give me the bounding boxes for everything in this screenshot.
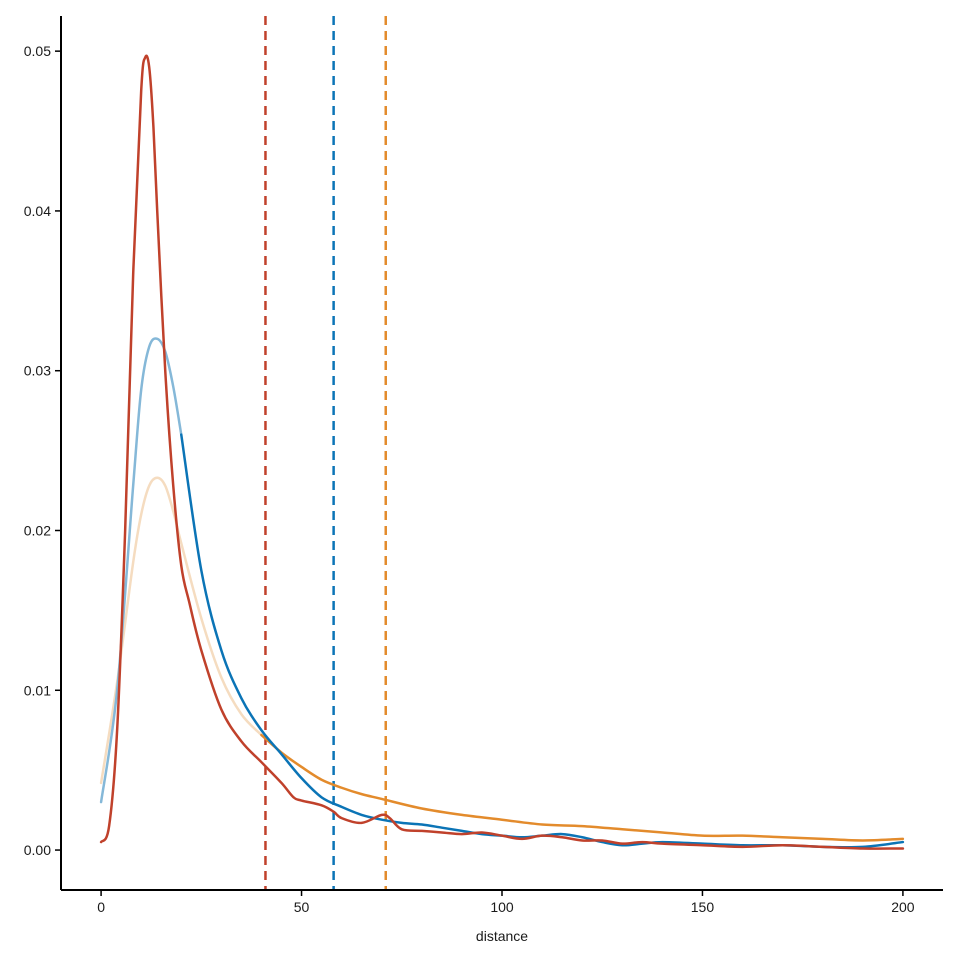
density-curve: [180, 433, 905, 849]
y-tick-label: 0.00: [24, 842, 51, 858]
x-tick-label: 50: [294, 899, 310, 915]
x-tick-label: 100: [490, 899, 514, 915]
series-lines: [99, 54, 905, 850]
density-curve: [99, 337, 183, 804]
density-curve: [260, 733, 905, 842]
y-tick-label: 0.03: [24, 363, 51, 379]
x-axis-title: distance: [476, 928, 528, 944]
reference-lines: [264, 16, 387, 890]
density-curve: [99, 54, 905, 850]
y-tick-label: 0.05: [24, 43, 51, 59]
x-ticks: 0 50 100 150 200: [97, 890, 915, 915]
y-tick-label: 0.04: [24, 203, 51, 219]
y-tick-label: 0.02: [24, 522, 51, 538]
x-tick-label: 150: [691, 899, 715, 915]
density-curve: [99, 476, 263, 785]
x-tick-label: 0: [97, 899, 105, 915]
axes: 0 50 100 150 200 0.00 0.01 0.02 0.03 0.04 0.05: [24, 16, 943, 915]
x-tick-label: 200: [891, 899, 915, 915]
y-ticks: 0.00 0.01 0.02 0.03 0.04 0.05: [24, 43, 61, 858]
y-tick-label: 0.01: [24, 682, 51, 698]
